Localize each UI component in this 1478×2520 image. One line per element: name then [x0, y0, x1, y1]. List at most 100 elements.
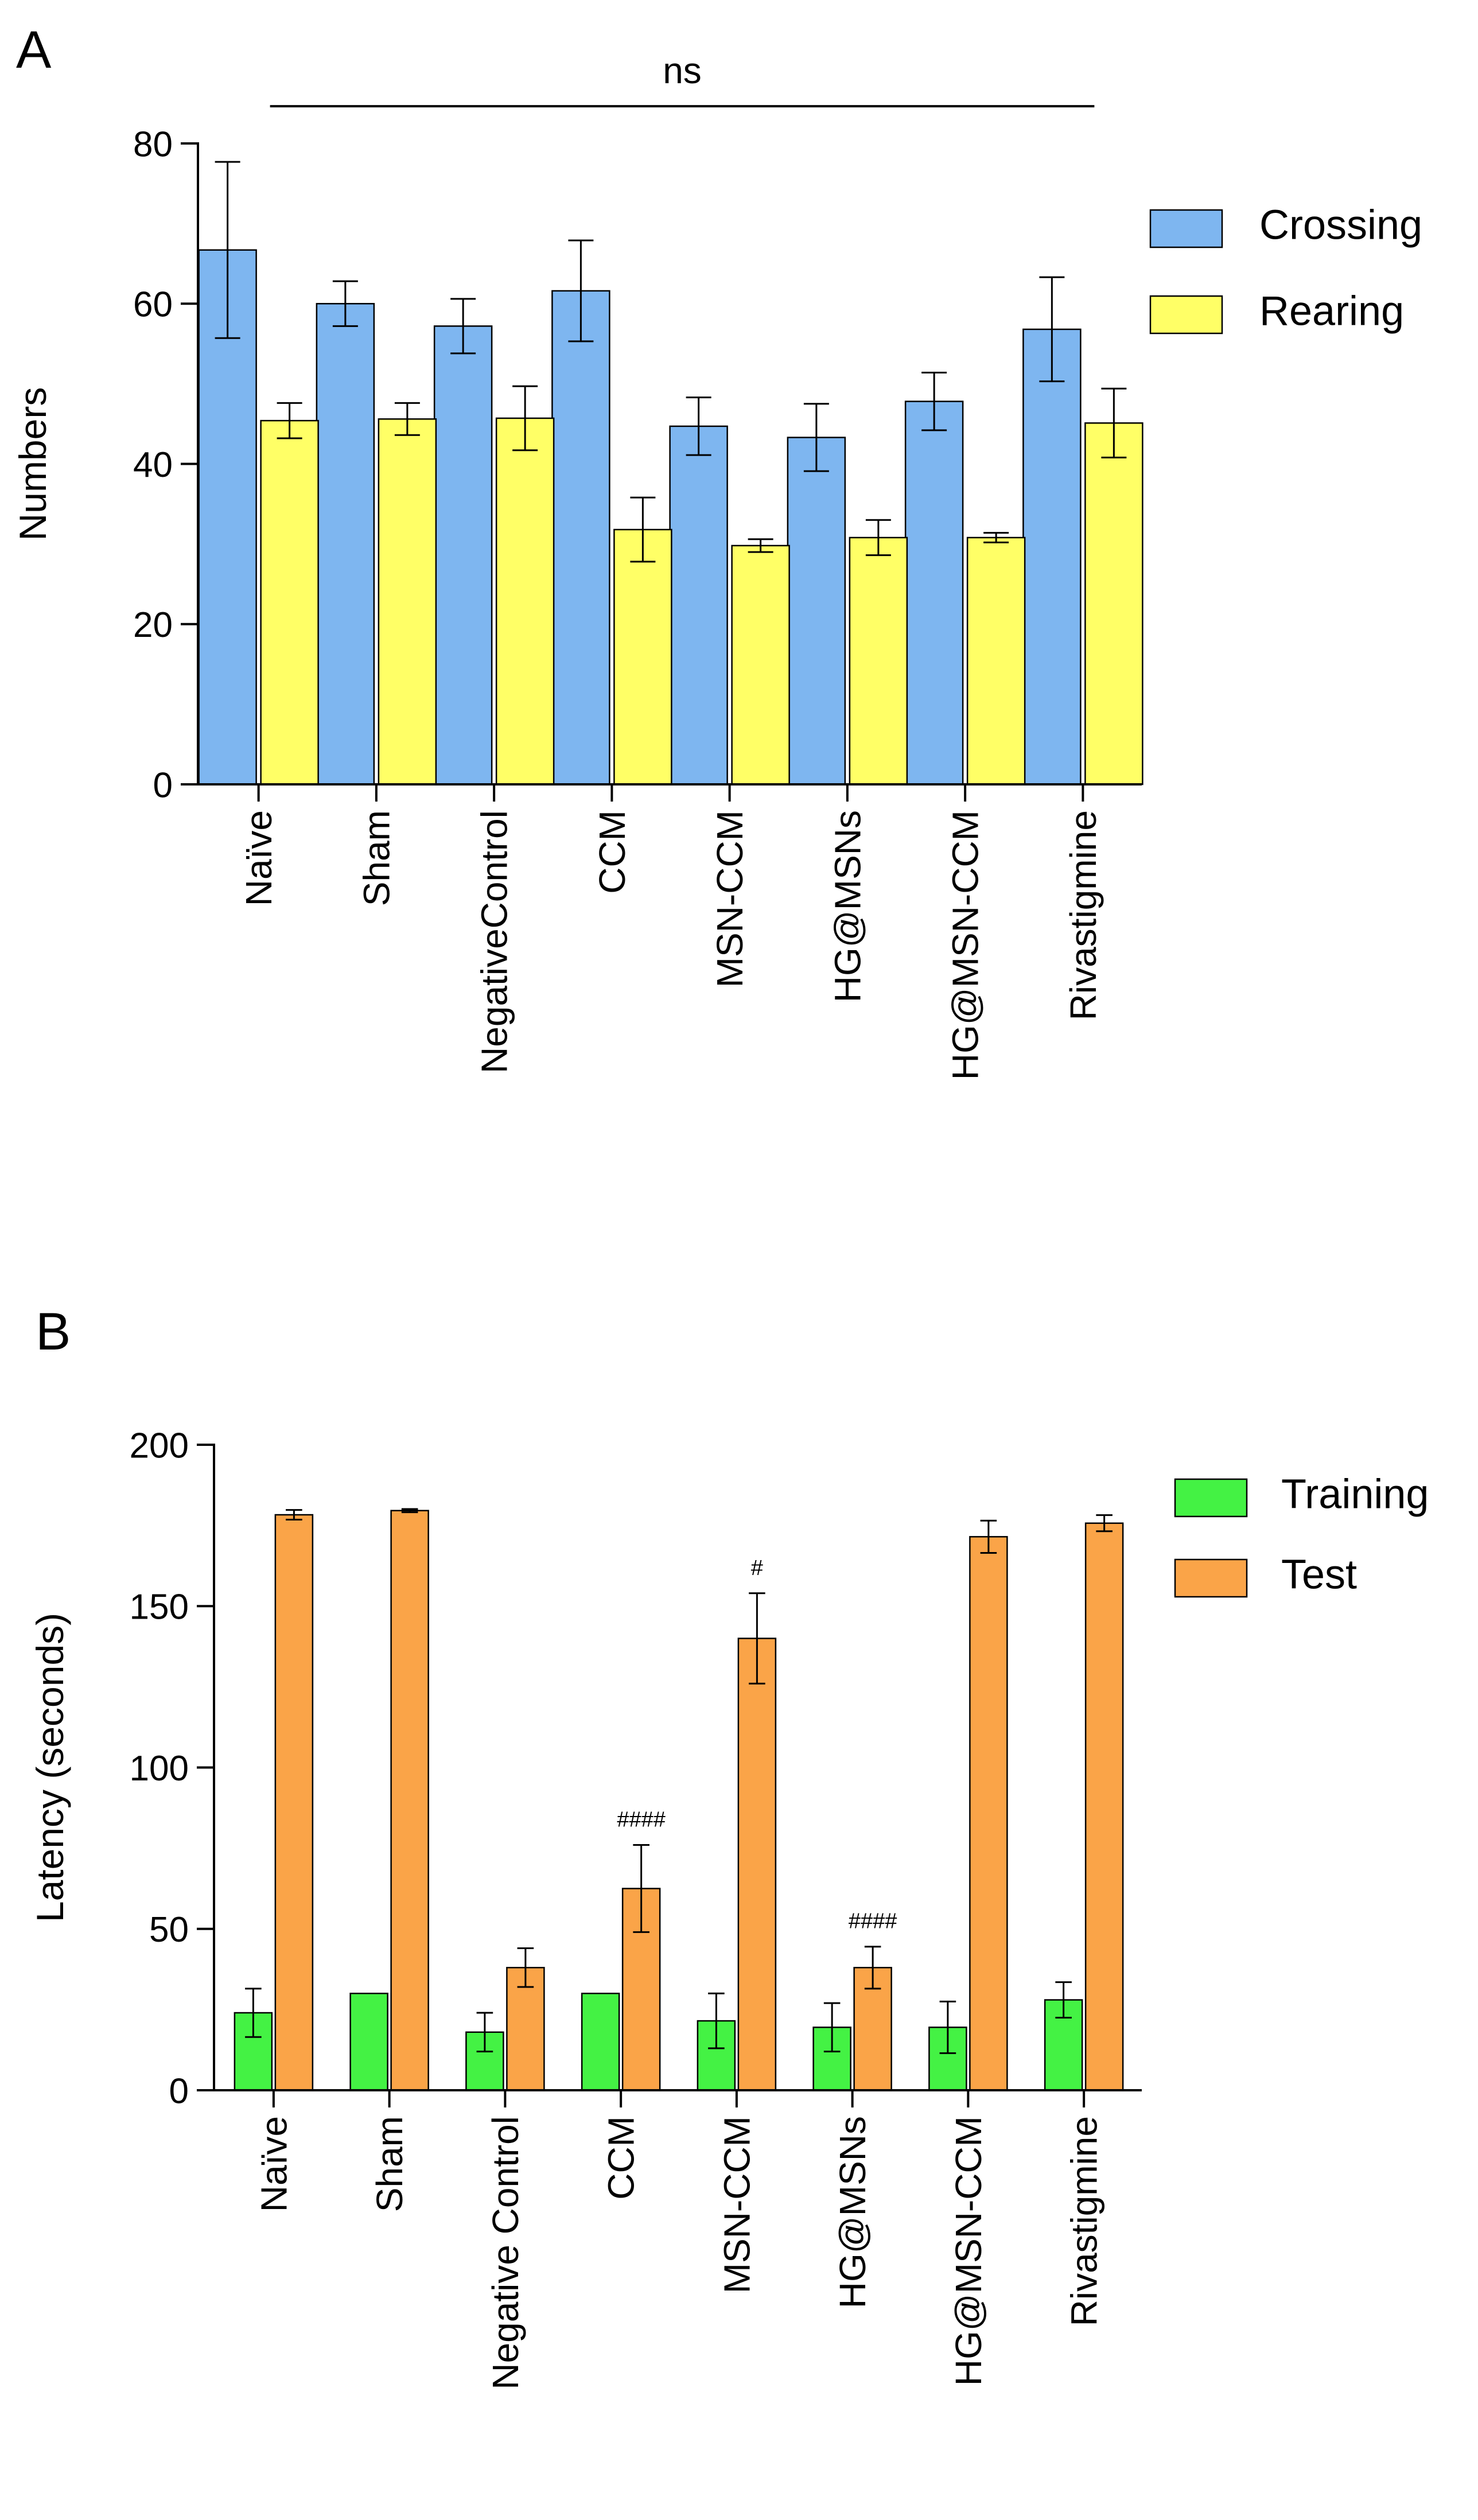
x-tick-label: CCM: [601, 2116, 642, 2200]
bar-crossing-0: [198, 249, 257, 785]
y-axis-label: Numbers: [11, 387, 54, 541]
x-tick-label: Rivastigmine: [1064, 2116, 1105, 2326]
error-bar-crossing-1: [332, 280, 358, 327]
y-tick-label: 100: [130, 1749, 189, 1788]
panel-label: B: [36, 1302, 71, 1361]
bar-crossing-4: [669, 425, 728, 785]
y-tick-label: 50: [149, 1910, 189, 1950]
y-tick-label: 200: [130, 1426, 189, 1465]
significance-label: ns: [663, 50, 702, 91]
bar-crossing-7: [1022, 328, 1082, 785]
y-axis-label: Latency (seconds): [29, 1613, 71, 1922]
y-tick-label: 0: [169, 2071, 189, 2111]
legend: Training Test: [1174, 1472, 1429, 1598]
y-tick-label: 80: [133, 125, 173, 164]
error-bar-crossing-0: [215, 161, 240, 339]
error-bar-training-2: [476, 2012, 493, 2052]
legend-swatch-test: [1174, 1558, 1248, 1598]
x-tick-label: HG@MSNs: [827, 810, 868, 1002]
x-tick-label: CCM: [592, 810, 633, 894]
x-tick-label: Sham: [356, 810, 397, 906]
y-tick-label: 60: [133, 285, 173, 325]
legend-label-test: Test: [1281, 1552, 1357, 1598]
bar-rearing-4: [731, 545, 790, 785]
error-bar-crossing-7: [1039, 276, 1065, 383]
error-bar-test-0: [286, 1509, 302, 1520]
bar-test-7: [1084, 1522, 1124, 2091]
bar-rearing-7: [1084, 422, 1143, 785]
bar-training-1: [349, 1993, 388, 2091]
bar-crossing-6: [904, 400, 964, 785]
significance-annotation: ####: [617, 1808, 666, 1832]
error-bar-rearing-7: [1101, 387, 1127, 458]
y-tick-label: 0: [153, 765, 173, 805]
bar-test-1: [390, 1510, 429, 2091]
bar-crossing-3: [551, 290, 610, 785]
error-bar-rearing-4: [748, 538, 773, 553]
error-bar-test-5: [864, 1946, 881, 1990]
significance-annotation: #: [751, 1556, 763, 1580]
error-bar-rearing-5: [865, 519, 891, 557]
x-tick-label: HG@MSN-CCM: [945, 810, 986, 1080]
error-bar-rearing-2: [512, 385, 538, 452]
bar-test-6: [969, 1536, 1008, 2091]
bar-crossing-2: [433, 325, 493, 785]
error-bar-rearing-1: [394, 402, 420, 436]
bar-test-4: [737, 1638, 777, 2091]
error-bar-training-6: [939, 2000, 956, 2054]
legend-label-crossing: Crossing: [1259, 203, 1422, 248]
bar-rearing-6: [966, 536, 1026, 785]
bar-rearing-1: [378, 418, 437, 785]
error-bar-rearing-3: [630, 496, 656, 563]
legend-swatch-rearing: [1149, 295, 1223, 335]
x-tick-label: MSN-CCM: [709, 810, 750, 987]
legend-label-rearing: Rearing: [1259, 289, 1404, 335]
error-bar-test-2: [517, 1947, 534, 1988]
x-tick-label: Naïve: [253, 2116, 294, 2212]
chart-panel-a: A 0 20 40 60 80 Naïve Sham NegativeControl CCM MSN…: [11, 21, 1422, 1080]
bar-rearing-5: [849, 536, 908, 785]
error-bar-training-0: [245, 1988, 262, 2038]
significance-annotation: ####: [849, 1910, 897, 1934]
legend-label-training: Training: [1281, 1472, 1429, 1518]
legend-swatch-training: [1174, 1478, 1248, 1518]
x-tick-label: MSN-CCM: [716, 2116, 757, 2293]
x-tick-label: HG@MSNs: [832, 2116, 873, 2308]
x-tick-label: NegativeControl: [474, 810, 515, 1074]
bar-rearing-3: [613, 528, 672, 785]
error-bar-test-4: [749, 1592, 765, 1685]
error-bar-crossing-5: [803, 403, 829, 472]
bar-rearing-0: [260, 419, 319, 785]
error-bar-test-6: [980, 1519, 997, 1554]
x-tick-label: Rivastigmine: [1063, 810, 1104, 1020]
y-tick-label: 150: [130, 1588, 189, 1627]
panel-label: A: [16, 21, 52, 79]
x-tick-label: Negative Control: [485, 2116, 526, 2390]
x-tick-label: Naïve: [238, 810, 279, 906]
error-bar-training-5: [823, 2002, 841, 2052]
error-bar-crossing-2: [450, 298, 476, 355]
error-bar-crossing-3: [568, 239, 594, 343]
y-tick-label: 20: [133, 605, 173, 645]
error-bar-crossing-4: [686, 396, 711, 456]
error-bar-test-1: [401, 1508, 418, 1514]
y-tick-label: 40: [133, 445, 173, 485]
error-bar-test-3: [633, 1844, 649, 1933]
x-tick-label: Sham: [369, 2116, 410, 2212]
x-tick-label: HG@MSN-CCM: [948, 2116, 989, 2386]
error-bar-rearing-0: [277, 402, 302, 440]
bar-crossing-5: [787, 437, 846, 785]
error-bar-training-7: [1055, 1981, 1072, 2019]
bar-rearing-2: [495, 417, 555, 785]
error-bar-training-4: [708, 1992, 725, 2050]
error-bar-crossing-6: [921, 371, 947, 431]
bar-test-0: [274, 1514, 314, 2091]
legend: Crossing Rearing: [1149, 203, 1422, 335]
bar-training-3: [581, 1993, 620, 2091]
error-bar-rearing-6: [983, 532, 1009, 543]
legend-swatch-crossing: [1149, 209, 1223, 248]
bar-crossing-1: [316, 303, 375, 785]
error-bar-test-7: [1096, 1514, 1113, 1533]
